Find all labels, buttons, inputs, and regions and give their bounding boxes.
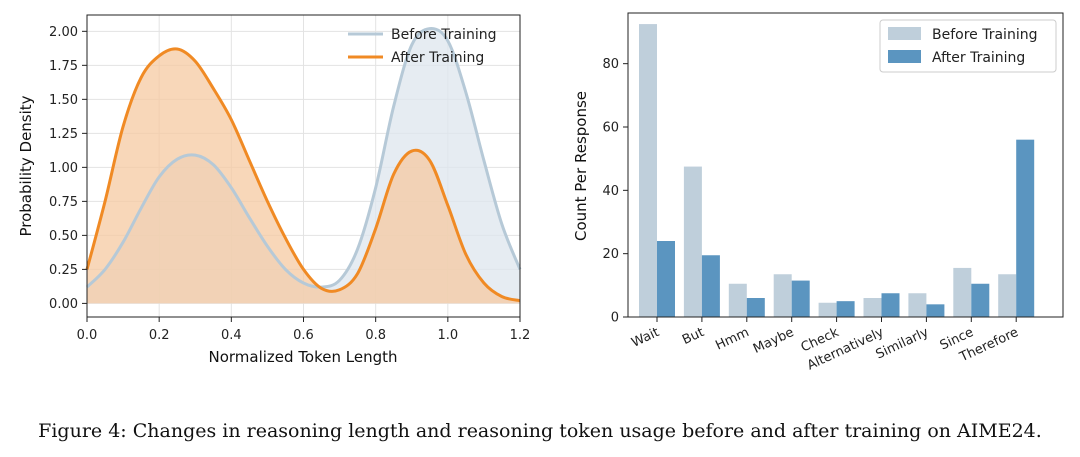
bar-legend: Before Training After Training [879, 19, 1057, 73]
density-ylabel: Probability Density [17, 95, 35, 236]
density-ytick-label: 2.00 [49, 25, 78, 40]
density-ticks: 0.0 0.2 0.4 0.6 0.8 1.0 1.2 0.00 0.25 0.50 0.75 1.0… [49, 25, 530, 343]
bar-before-training [818, 302, 837, 317]
density-xtick-label: 0.2 [149, 328, 170, 343]
density-xtick-label: 0.0 [77, 328, 98, 343]
figure-caption: Figure 4: Changes in reasoning length an… [38, 420, 1042, 442]
density-legend: Before Training After Training [348, 27, 496, 66]
bar-before-training [773, 274, 792, 317]
density-xtick-label: 0.8 [365, 328, 386, 343]
bar-ytick-label: 60 [602, 121, 619, 136]
density-series [85, 26, 522, 304]
bar-before-training [863, 298, 882, 317]
bar-ytick-label: 40 [602, 184, 619, 199]
density-area-after-training [87, 48, 520, 304]
density-ytick-label: 0.75 [49, 195, 78, 210]
bar-series [639, 24, 1035, 318]
bar-ylabel: Count Per Response [572, 91, 590, 241]
bar-before-training [908, 293, 927, 317]
density-ytick-label: 0.25 [49, 263, 78, 278]
bar-ytick-label: 20 [602, 247, 619, 262]
bar-after-training [1016, 139, 1035, 317]
bar-after-training [657, 241, 675, 317]
density-xtick-label: 0.6 [293, 328, 314, 343]
density-xtick-label: 0.4 [221, 328, 242, 343]
bar-plot-frame [627, 12, 1064, 318]
bar-before-training [639, 24, 657, 318]
bar-after-training [746, 298, 765, 317]
density-xtick-label: 1.2 [510, 328, 531, 343]
density-ytick-label: 1.75 [49, 59, 78, 74]
bar-legend-before-swatch [888, 27, 921, 40]
density-xlabel: Normalized Token Length [208, 348, 397, 366]
density-ytick-label: 0.00 [49, 297, 78, 312]
bar-after-training [971, 283, 990, 317]
bar-after-training [836, 301, 855, 317]
bar-category-label: Hmm [713, 325, 751, 353]
density-legend-after-label: After Training [391, 50, 484, 66]
bar-before-training [953, 267, 972, 317]
density-ytick-label: 0.50 [49, 229, 78, 244]
bar-legend-after-label: After Training [932, 50, 1025, 66]
bar-after-training [701, 255, 720, 317]
density-ytick-label: 1.25 [49, 127, 78, 142]
density-chart: 0.0 0.2 0.4 0.6 0.8 1.0 1.2 0.00 0.25 0.50 0.75 1.0… [17, 14, 530, 366]
density-line-after-training [85, 47, 521, 303]
bar-legend-after-swatch [888, 50, 921, 63]
density-xtick-label: 1.0 [437, 328, 458, 343]
bar-after-training [881, 293, 900, 317]
density-legend-before-label: Before Training [391, 27, 496, 43]
bar-ytick-label: 80 [602, 57, 619, 72]
bar-before-training [998, 274, 1017, 317]
bar-legend-frame [879, 19, 1057, 73]
bar-ytick-label: 0 [611, 311, 619, 326]
density-ytick-label: 1.50 [49, 93, 78, 108]
density-line-before-training [85, 26, 522, 289]
density-ytick-label: 1.00 [49, 161, 78, 176]
bar-category-label: Wait [629, 325, 661, 351]
bar-legend-before-label: Before Training [932, 27, 1037, 43]
bar-before-training [683, 166, 702, 317]
bar-after-training [926, 304, 945, 317]
bar-category-label: But [680, 325, 707, 348]
bar-category-label: Maybe [751, 325, 796, 357]
bar-after-training [791, 280, 810, 317]
bar-before-training [728, 283, 747, 317]
